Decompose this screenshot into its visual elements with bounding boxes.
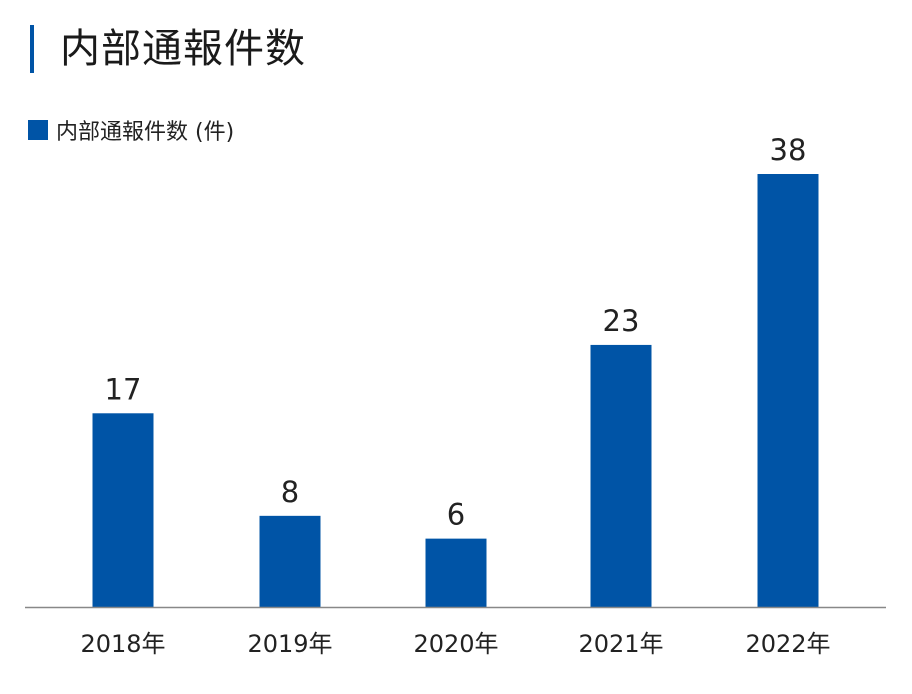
page-title-group: 内部通報件数 [30, 24, 306, 74]
chart-legend: 内部通報件数 (件) [28, 114, 234, 146]
bar-3 [590, 344, 652, 607]
bar-0 [92, 413, 154, 607]
x-tick-label-2: 2020年 [413, 630, 498, 658]
x-tick-label-3: 2021年 [578, 630, 663, 658]
bar-2 [425, 538, 487, 607]
x-tick-label-0: 2018年 [80, 630, 165, 658]
legend-label: 内部通報件数 (件) [56, 120, 235, 145]
x-tick-label-4: 2022年 [745, 630, 830, 658]
data-label-2: 6 [447, 498, 465, 532]
data-label-4: 38 [770, 133, 807, 167]
data-label-3: 23 [603, 304, 640, 338]
page-title: 内部通報件数 [60, 26, 306, 72]
data-label-1: 8 [281, 475, 299, 509]
legend-swatch [28, 120, 48, 140]
bar-1 [259, 515, 321, 607]
x-tick-label-1: 2019年 [247, 630, 332, 658]
bar-4 [757, 174, 819, 607]
title-accent-bar [30, 25, 34, 73]
data-label-0: 17 [105, 372, 142, 406]
